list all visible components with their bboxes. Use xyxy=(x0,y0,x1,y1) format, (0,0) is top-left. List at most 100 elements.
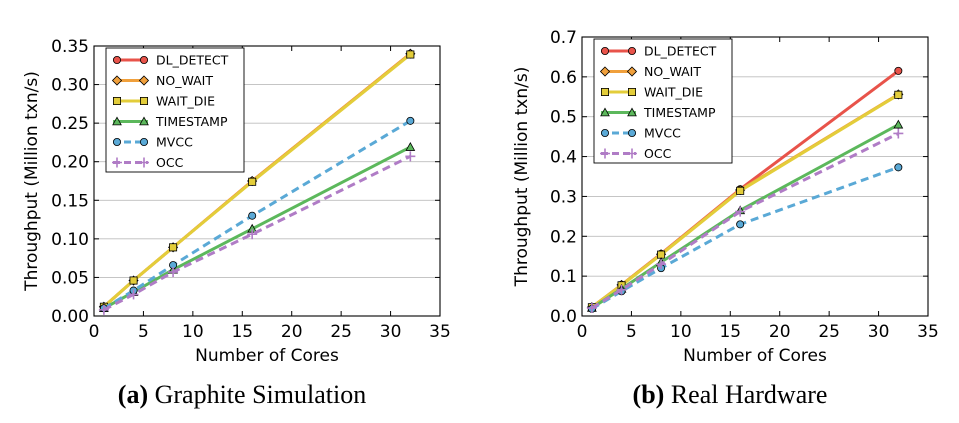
y-tick-label: 0.20 xyxy=(51,153,89,173)
legend-marker xyxy=(113,97,122,106)
data-point xyxy=(586,303,597,314)
x-tick-label: 0 xyxy=(577,322,588,342)
x-tick-label: 15 xyxy=(719,322,741,342)
x-tick-label: 30 xyxy=(868,322,890,342)
data-point xyxy=(657,250,666,259)
x-tick-label: 0 xyxy=(89,322,100,342)
y-tick-label: 0.4 xyxy=(550,148,577,168)
caption-text: Real Hardware xyxy=(664,380,827,409)
legend-marker xyxy=(628,47,637,56)
x-tick-label: 35 xyxy=(917,322,939,342)
x-tick-label: 30 xyxy=(380,322,402,342)
y-tick-label: 0.10 xyxy=(51,230,89,250)
y-tick-label: 0.7 xyxy=(550,28,577,48)
legend-marker xyxy=(139,97,148,106)
x-axis-title: Number of Cores xyxy=(195,346,339,366)
legend-marker xyxy=(599,66,611,77)
x-tick-label: 10 xyxy=(182,322,204,342)
y-tick-label: 0.05 xyxy=(51,268,89,288)
y-tick-label: 0.6 xyxy=(550,68,577,88)
legend-label: NO_WAIT xyxy=(156,73,213,88)
legend-label: NO_WAIT xyxy=(644,64,701,79)
legend-marker xyxy=(601,47,610,56)
legend-marker xyxy=(627,148,637,159)
x-tick-label: 20 xyxy=(281,322,303,342)
legend: DL_DETECT NO_WAIT WAIT_DIE TIMESTAMP MVCC OCC xyxy=(105,47,245,173)
x-tick-label: 20 xyxy=(769,322,791,342)
data-point xyxy=(405,142,416,151)
x-tick-label: 25 xyxy=(818,322,840,342)
legend-entry: NO_WAIT xyxy=(111,73,213,88)
plot-frame xyxy=(581,36,929,317)
legend-entry: DL_DETECT xyxy=(113,53,229,68)
x-tick-label: 25 xyxy=(330,322,352,342)
data-point xyxy=(129,276,138,285)
legend-label: WAIT_DIE xyxy=(644,85,703,100)
data-point xyxy=(169,243,178,252)
legend-marker xyxy=(139,137,148,146)
data-point xyxy=(894,66,903,75)
y-tick-label: 0.25 xyxy=(51,114,89,134)
legend: DL_DETECT NO_WAIT WAIT_DIE TIMESTAMP MVCC OCC xyxy=(593,38,733,164)
legend-marker xyxy=(113,137,122,146)
data-point xyxy=(656,259,667,270)
plot-frame xyxy=(93,45,441,317)
legend-marker xyxy=(628,128,637,137)
legend-label: OCC xyxy=(644,146,672,161)
legend-label: WAIT_DIE xyxy=(156,94,215,109)
data-point xyxy=(894,163,903,172)
data-point xyxy=(736,186,745,195)
y-tick-label: 0.2 xyxy=(550,227,577,247)
data-point xyxy=(893,119,904,129)
data-point xyxy=(406,116,415,125)
data-point xyxy=(736,220,745,229)
legend-marker xyxy=(626,66,638,77)
series-occ xyxy=(98,151,416,315)
legend-marker xyxy=(601,88,610,97)
y-tick-label: 0.15 xyxy=(51,191,89,211)
legend-label: TIMESTAMP xyxy=(643,105,716,120)
y-axis-title: Throughput (Million txn/s) xyxy=(22,71,42,292)
legend-entry: TIMESTAMP xyxy=(600,105,716,120)
data-point xyxy=(406,50,415,59)
y-tick-label: 0.3 xyxy=(550,187,577,207)
legend-label: OCC xyxy=(156,155,184,170)
x-tick-label: 35 xyxy=(429,322,451,342)
legend-marker xyxy=(601,128,610,137)
y-tick-label: 0.1 xyxy=(550,267,577,287)
legend-marker xyxy=(627,107,637,117)
legend-marker xyxy=(628,88,637,97)
legend-marker xyxy=(111,75,123,86)
legend-entry: TIMESTAMP xyxy=(112,114,228,129)
legend-box xyxy=(105,47,245,173)
legend-entry: WAIT_DIE xyxy=(601,85,703,100)
y-tick-label: 0.5 xyxy=(550,108,577,128)
legend-label: TIMESTAMP xyxy=(155,114,228,129)
data-point xyxy=(893,128,904,139)
data-point xyxy=(168,267,179,278)
y-tick-label: 0.0 xyxy=(550,307,577,327)
legend-entry: MVCC xyxy=(601,126,681,141)
y-tick-label: 0.35 xyxy=(51,37,89,57)
chart-panel-b: 0 5 10 15 20 25 30 35 0.0 0.1 0.2 0.3 0.4 0.5 0.6 0.7 Nu… xyxy=(512,28,939,409)
caption-letter: (b) xyxy=(633,380,665,409)
caption-letter: (a) xyxy=(118,380,148,409)
legend-marker xyxy=(139,56,148,65)
legend-marker xyxy=(138,75,150,86)
legend-marker xyxy=(139,116,149,126)
legend-marker xyxy=(139,157,149,168)
data-point xyxy=(894,90,903,99)
legend-box xyxy=(593,38,733,164)
data-point xyxy=(735,206,746,217)
series-occ xyxy=(586,128,904,314)
legend-marker xyxy=(600,148,610,159)
chart-panel-a: 0 5 10 15 20 25 30 35 0.00 0.05 0.10 0.15 0.20 0.25 0.… xyxy=(22,37,451,409)
legend-label: MVCC xyxy=(156,135,193,150)
x-tick-label: 5 xyxy=(138,322,149,342)
data-point xyxy=(616,284,627,295)
x-tick-label: 5 xyxy=(626,322,637,342)
y-axis-title: Throughput (Million txn/s) xyxy=(512,67,532,288)
data-point xyxy=(248,177,257,186)
legend-label: DL_DETECT xyxy=(156,53,229,68)
